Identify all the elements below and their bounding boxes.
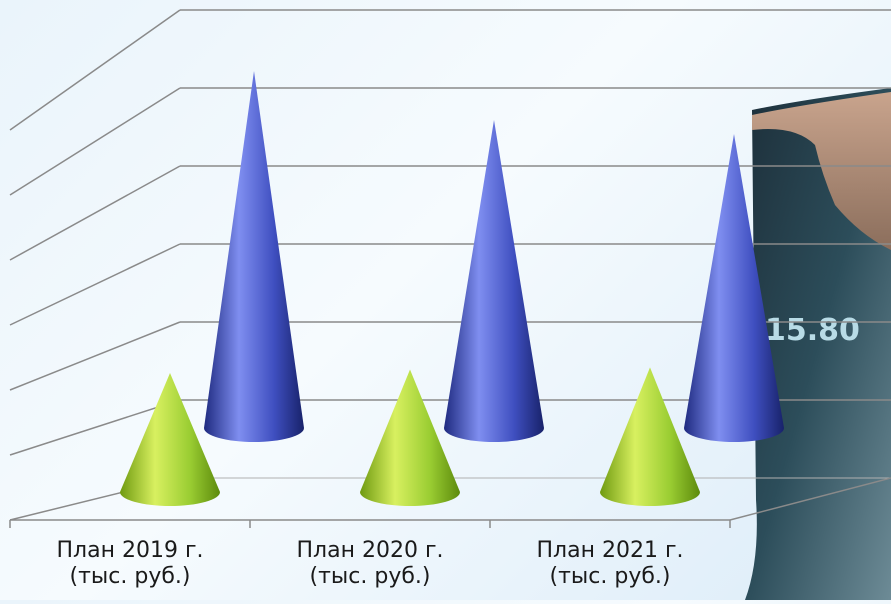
floor-right-edge — [729, 477, 891, 521]
cone-body — [120, 373, 220, 506]
x-tick-label: План 2020 г. (тыс. руб.) — [296, 538, 444, 589]
cone-body — [444, 120, 544, 442]
grid — [9, 9, 891, 528]
x-tick-label: План 2019 г. (тыс. руб.) — [56, 538, 204, 589]
grid-diagonal — [9, 399, 181, 456]
grid-diagonal — [9, 165, 181, 261]
cone-body — [360, 369, 460, 506]
cone-mark — [204, 71, 304, 442]
photo-readout: 15.80 — [765, 313, 860, 348]
cone-body — [204, 71, 304, 442]
cone-body — [684, 134, 784, 442]
background-photo: 15.80 — [745, 88, 891, 600]
cone-mark — [360, 369, 460, 506]
x-tick-label: План 2021 г. (тыс. руб.) — [536, 538, 684, 589]
photo-hand — [752, 92, 891, 250]
grid-diagonal — [9, 87, 181, 196]
cone-mark — [684, 134, 784, 442]
cone-mark — [600, 367, 700, 506]
grid-diagonal — [9, 9, 181, 131]
grid-diagonal — [9, 243, 181, 326]
plot-area — [120, 71, 784, 506]
cone-mark — [444, 120, 544, 442]
grid-diagonal — [9, 321, 181, 391]
cone-body — [600, 367, 700, 506]
cone-mark — [120, 373, 220, 506]
